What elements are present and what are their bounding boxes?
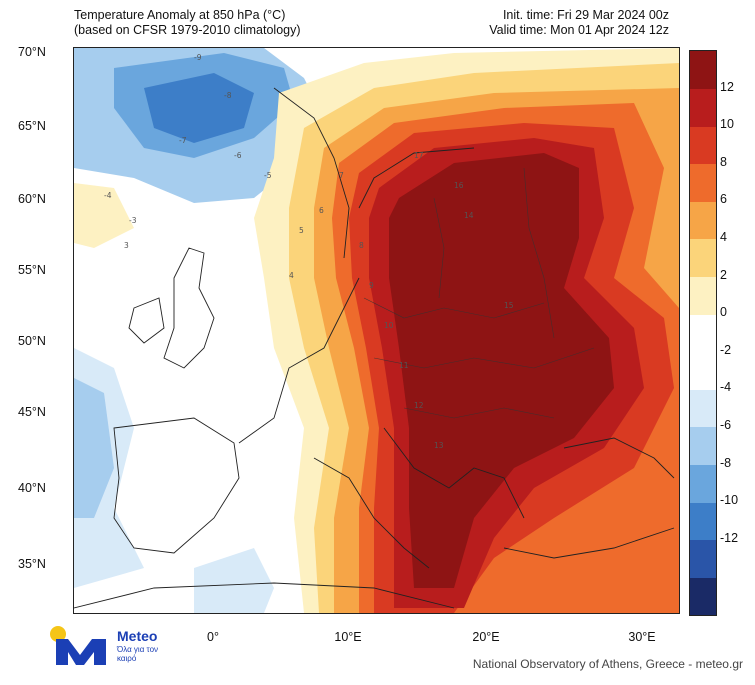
colorbar-segment — [690, 126, 716, 165]
value-label: -3 — [129, 216, 137, 225]
lon-label: 30°E — [628, 630, 656, 644]
colorbar-label: 6 — [720, 192, 727, 207]
meteo-logo-icon — [50, 626, 106, 665]
colorbar-segment — [690, 51, 716, 89]
colorbar-segment — [690, 88, 716, 127]
value-label: -9 — [194, 53, 202, 62]
lon-label: 20°E — [472, 630, 500, 644]
value-label: -6 — [234, 151, 242, 160]
colorbar-segment — [690, 464, 716, 503]
value-label: 10 — [384, 321, 394, 330]
value-label: 14 — [464, 211, 474, 220]
logo-text: Meteo — [117, 628, 158, 644]
colorbar-segment — [690, 201, 716, 240]
colorbar-label: -2 — [720, 342, 732, 357]
value-label: 8 — [359, 241, 364, 250]
init-time: Init. time: Fri 29 Mar 2024 00z — [502, 8, 669, 22]
lat-label: 60°N — [18, 192, 46, 206]
value-label: 3 — [124, 241, 129, 250]
colorbar-segment — [690, 351, 716, 390]
colorbar-segment — [690, 389, 716, 428]
value-label: 7 — [339, 171, 344, 180]
value-label: 16 — [454, 181, 464, 190]
colorbar-label: 12 — [720, 79, 734, 94]
value-label: 12 — [414, 401, 424, 410]
value-label: -4 — [104, 191, 112, 200]
lat-label: 40°N — [18, 481, 46, 495]
value-label: 11 — [399, 361, 409, 370]
colorbar-segment — [690, 577, 716, 616]
colorbar-label: -4 — [720, 380, 732, 395]
colorbar-segment — [690, 239, 716, 277]
colorbar-label: 10 — [720, 117, 734, 132]
colorbar-label: 8 — [720, 154, 727, 169]
lat-label: 45°N — [18, 405, 46, 419]
colorbar-segment — [690, 502, 716, 541]
value-label: -8 — [224, 91, 232, 100]
colorbar-segment — [690, 163, 716, 202]
value-label: -5 — [264, 171, 272, 180]
colorbar-label: -6 — [720, 418, 732, 432]
value-label: 17 — [414, 151, 424, 160]
anomaly-map: -9 -8 -7 -6 -5 -4 -3 3 4 5 6 7 8 9 10 11… — [73, 47, 680, 614]
value-label: 15 — [504, 301, 514, 310]
colorbar-segment — [690, 276, 716, 315]
valid-time: Valid time: Mon 01 Apr 2024 12z — [489, 23, 669, 37]
colorbar-segment — [690, 314, 716, 353]
value-label: 13 — [434, 441, 444, 450]
value-label: 6 — [319, 206, 324, 215]
value-label: 5 — [299, 226, 304, 235]
colorbar-label: -10 — [720, 493, 739, 508]
lat-label: 55°N — [18, 263, 46, 277]
map-title: Temperature Anomaly at 850 hPa (°C) — [74, 8, 286, 22]
map-subtitle: (based on CFSR 1979-2010 climatology) — [74, 23, 301, 37]
lon-label: 10°E — [334, 630, 362, 644]
lon-label: 0° — [207, 630, 219, 644]
colorbar — [689, 50, 717, 616]
colorbar-label: -8 — [720, 455, 732, 470]
lat-label: 50°N — [18, 334, 46, 348]
value-label: 4 — [289, 271, 294, 280]
value-label: 9 — [369, 281, 374, 290]
colorbar-label: -12 — [720, 530, 739, 545]
lat-label: 70°N — [18, 45, 46, 59]
colorbar-label: 4 — [720, 230, 727, 244]
lat-label: 65°N — [18, 119, 46, 133]
lat-label: 35°N — [18, 557, 46, 571]
colorbar-label: 0 — [720, 305, 727, 320]
colorbar-segment — [690, 427, 716, 465]
logo-tagline: Όλα για τον καιρό — [117, 645, 159, 663]
anomaly-map-canvas: -9 -8 -7 -6 -5 -4 -3 3 4 5 6 7 8 9 10 11… — [74, 48, 679, 613]
credit-text: National Observatory of Athens, Greece -… — [472, 657, 743, 671]
colorbar-segment — [690, 539, 716, 578]
value-label: -7 — [179, 136, 187, 145]
colorbar-label: 2 — [720, 267, 727, 282]
